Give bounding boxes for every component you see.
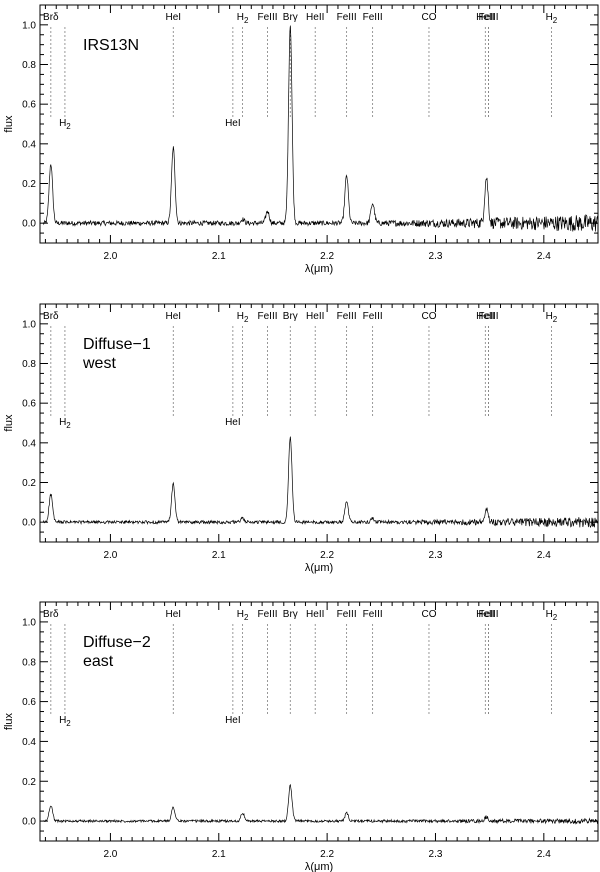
y-axis-label: flux bbox=[3, 414, 15, 432]
spectrum-trace bbox=[42, 436, 599, 529]
panel-title: east bbox=[83, 653, 114, 670]
line-id-label: H2 bbox=[59, 417, 71, 430]
y-tick-label: 0.0 bbox=[22, 817, 36, 828]
panel-title: Diffuse−1 bbox=[83, 336, 151, 353]
line-id-label: HeI bbox=[225, 715, 241, 726]
x-tick-label: 2.4 bbox=[537, 550, 551, 561]
line-id-label: H2 bbox=[546, 12, 558, 25]
x-axis-label: λ(μm) bbox=[305, 263, 333, 275]
x-tick-label: 2.1 bbox=[212, 849, 226, 860]
line-id-label: FeIII bbox=[258, 311, 278, 322]
y-tick-label: 1.0 bbox=[22, 20, 36, 31]
line-id-label: HeII bbox=[306, 609, 324, 620]
line-id-label: Brδ bbox=[43, 609, 59, 620]
line-id-label: Brδ bbox=[43, 311, 59, 322]
line-id-label: CO bbox=[421, 311, 436, 322]
x-tick-label: 2.3 bbox=[429, 251, 443, 262]
line-id-label: FeIII bbox=[479, 12, 499, 23]
line-id-label: HeII bbox=[476, 609, 494, 620]
line-id-label: HeI bbox=[225, 417, 241, 428]
y-tick-label: 1.0 bbox=[22, 319, 36, 330]
line-id-label: Brγ bbox=[283, 311, 298, 322]
y-tick-label: 1.0 bbox=[22, 617, 36, 628]
spectrum-panel-2: 2.0 2.1 2.2 2.3 2.4 0.0 0.2 0.4 0.6 0.8 1.0 λ(μm) fl… bbox=[3, 303, 599, 574]
x-tick-label: 2.0 bbox=[103, 849, 117, 860]
x-tick-label: 2.2 bbox=[320, 849, 334, 860]
y-tick-label: 0.2 bbox=[22, 478, 36, 489]
line-id-label: HeII bbox=[306, 12, 324, 23]
y-tick-label: 0.6 bbox=[22, 697, 36, 708]
line-id-label: CO bbox=[421, 12, 436, 23]
line-id-label: H2 bbox=[59, 118, 71, 131]
y-tick-label: 0.8 bbox=[22, 359, 36, 370]
x-tick-label: 2.3 bbox=[429, 550, 443, 561]
line-id-label: FeIII bbox=[258, 609, 278, 620]
x-tick-label: 2.4 bbox=[537, 849, 551, 860]
y-tick-label: 0.4 bbox=[22, 737, 36, 748]
line-id-label: FeIII bbox=[479, 311, 499, 322]
line-id-label: HeI bbox=[225, 118, 241, 129]
line-id-label: FeIII bbox=[337, 12, 357, 23]
line-id-label: H2 bbox=[546, 609, 558, 622]
x-tick-label: 2.4 bbox=[537, 251, 551, 262]
y-tick-label: 0.2 bbox=[22, 179, 36, 190]
line-id-label: H2 bbox=[59, 715, 71, 728]
line-id-label: Brγ bbox=[283, 12, 298, 23]
line-id-label: Brγ bbox=[283, 609, 298, 620]
line-id-label: HeI bbox=[165, 311, 181, 322]
y-tick-label: 0.6 bbox=[22, 399, 36, 410]
line-id-label: FeIII bbox=[337, 311, 357, 322]
y-tick-label: 0.8 bbox=[22, 60, 36, 71]
y-tick-label: 0.0 bbox=[22, 518, 36, 529]
line-id-label: FeIII bbox=[258, 12, 278, 23]
spectrum-trace bbox=[42, 25, 599, 232]
x-tick-label: 2.0 bbox=[103, 251, 117, 262]
line-id-label: H2 bbox=[237, 609, 249, 622]
line-id-label: FeIII bbox=[363, 311, 383, 322]
spectrum-trace bbox=[43, 783, 599, 825]
x-axis-label: λ(μm) bbox=[305, 562, 333, 574]
panel-title: west bbox=[82, 355, 116, 372]
y-axis-label: flux bbox=[3, 115, 15, 133]
x-tick-label: 2.1 bbox=[212, 550, 226, 561]
y-tick-label: 0.4 bbox=[22, 139, 36, 150]
line-id-label: FeIII bbox=[479, 609, 499, 620]
x-tick-label: 2.2 bbox=[320, 550, 334, 561]
line-id-label: FeIII bbox=[363, 609, 383, 620]
line-id-label: FeIII bbox=[337, 609, 357, 620]
x-tick-label: 2.2 bbox=[320, 251, 334, 262]
y-tick-label: 0.4 bbox=[22, 438, 36, 449]
line-id-label: HeII bbox=[476, 311, 494, 322]
y-tick-label: 0.8 bbox=[22, 657, 36, 668]
y-axis-label: flux bbox=[3, 712, 15, 730]
line-id-label: H2 bbox=[237, 12, 249, 25]
x-tick-label: 2.0 bbox=[103, 550, 117, 561]
line-id-label: HeII bbox=[306, 311, 324, 322]
line-id-label: Brδ bbox=[43, 12, 59, 23]
x-tick-label: 2.3 bbox=[429, 849, 443, 860]
y-tick-label: 0.0 bbox=[22, 219, 36, 230]
y-tick-label: 0.6 bbox=[22, 100, 36, 111]
panel-title: Diffuse−2 bbox=[83, 634, 151, 651]
line-id-label: HeII bbox=[476, 12, 494, 23]
spectrum-panel-1: 2.0 2.1 2.2 2.3 2.4 0.0 0.2 0.4 0.6 0.8 1.0 λ(μm) fl… bbox=[3, 4, 599, 275]
line-id-label: HeI bbox=[165, 12, 181, 23]
line-id-label: H2 bbox=[546, 311, 558, 324]
line-id-label: CO bbox=[421, 609, 436, 620]
line-id-label: FeIII bbox=[363, 12, 383, 23]
spectrum-panel-3: 2.0 2.1 2.2 2.3 2.4 0.0 0.2 0.4 0.6 0.8 1.0 λ(μm) fl… bbox=[3, 601, 599, 872]
panel-title: IRS13N bbox=[83, 37, 139, 54]
line-id-label: H2 bbox=[237, 311, 249, 324]
x-axis-label: λ(μm) bbox=[305, 861, 333, 872]
y-tick-label: 0.2 bbox=[22, 777, 36, 788]
line-id-label: HeI bbox=[165, 609, 181, 620]
x-tick-label: 2.1 bbox=[212, 251, 226, 262]
